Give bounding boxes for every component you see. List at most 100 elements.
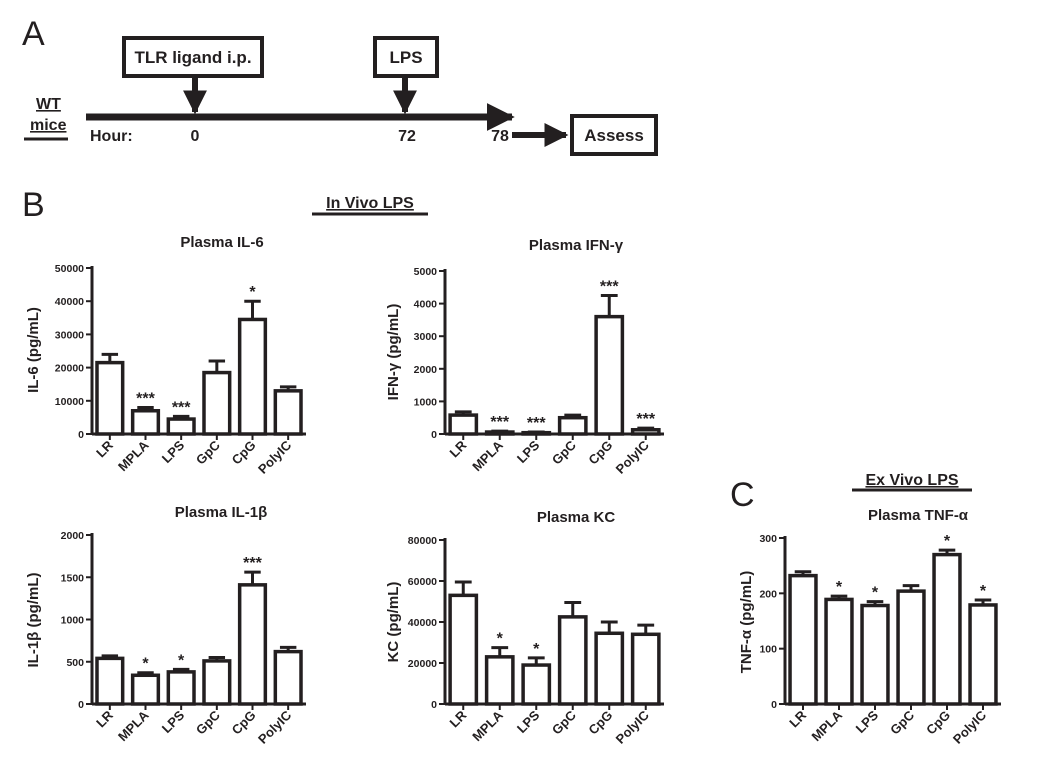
bar	[788, 573, 818, 706]
y-tick-label: 80000	[408, 535, 437, 547]
category-label: GpC	[549, 437, 579, 467]
bar	[166, 670, 196, 706]
y-axis-label: IL-1β (pg/mL)	[25, 573, 42, 668]
significance-label: *	[980, 583, 987, 600]
y-axis-label: TNF-α (pg/mL)	[738, 571, 755, 674]
bar	[448, 593, 479, 706]
mice-label-mice: mice	[30, 117, 67, 134]
bar	[448, 413, 479, 436]
y-axis-label: IFN-γ (pg/mL)	[385, 304, 402, 401]
chart-il1b: Plasma IL-1β IL-1β (pg/mL) 0 500 1000 1500 200…	[25, 504, 306, 747]
y-tick-label: 40000	[55, 296, 84, 308]
category-label: CpG	[229, 438, 259, 468]
bar	[484, 430, 515, 436]
category-label: LPS	[853, 707, 882, 736]
bar	[95, 360, 125, 436]
bar	[968, 603, 998, 706]
category-label: LPS	[514, 437, 543, 466]
tlr-ligand-box	[122, 36, 264, 78]
chart-kc: Plasma KC KC (pg/mL) 0 20000 40000 60000 80000…	[385, 509, 664, 747]
bar	[860, 603, 890, 706]
category-label: MPLA	[115, 707, 152, 744]
bar	[557, 415, 588, 436]
ex-vivo-title: Ex Vivo LPS	[865, 472, 958, 489]
bar	[521, 663, 552, 706]
bar	[484, 655, 515, 706]
significance-label: *	[533, 641, 540, 658]
y-tick-label: 0	[431, 699, 437, 711]
category-label: MPLA	[115, 437, 152, 474]
category-label: CpG	[923, 708, 953, 738]
hour-tick-78: 78	[491, 128, 509, 145]
category-label: LPS	[159, 707, 188, 736]
significance-label: *	[142, 656, 149, 673]
category-label: LR	[786, 707, 809, 730]
category-label: LR	[447, 437, 470, 460]
y-tick-label: 30000	[55, 329, 84, 341]
hour-tick-72: 72	[398, 128, 416, 145]
significance-label: ***	[600, 278, 619, 295]
bar	[273, 389, 303, 436]
category-label: PolyIC	[613, 437, 653, 477]
significance-label: *	[497, 631, 504, 648]
y-tick-label: 20000	[55, 363, 84, 375]
significance-label: ***	[243, 555, 262, 572]
bar	[166, 417, 196, 436]
significance-label: *	[249, 284, 256, 301]
category-label: MPLA	[469, 707, 506, 744]
y-tick-label: 300	[759, 533, 777, 545]
y-tick-label: 1000	[414, 396, 438, 408]
assess-box-label: Assess	[584, 126, 644, 145]
chart-title: Plasma TNF-α	[868, 507, 969, 524]
bar	[594, 314, 625, 436]
y-tick-label: 20000	[408, 658, 437, 670]
bar	[521, 430, 552, 436]
y-tick-label: 10000	[55, 396, 84, 408]
panel-a-letter: A	[22, 15, 45, 53]
bar	[557, 615, 588, 706]
bar	[630, 428, 661, 436]
y-tick-label: 100	[759, 644, 777, 656]
category-label: CpG	[229, 708, 259, 738]
y-tick-label: 500	[66, 657, 84, 669]
bar	[95, 656, 125, 706]
y-tick-label: 200	[759, 588, 777, 600]
y-tick-label: 0	[78, 429, 84, 441]
y-tick-label: 0	[771, 699, 777, 711]
bar	[824, 597, 854, 706]
category-label: LR	[93, 707, 116, 730]
lps-box	[373, 36, 439, 78]
category-label: CpG	[585, 438, 615, 468]
category-label: MPLA	[808, 707, 845, 744]
chart-title: Plasma IL-6	[180, 234, 263, 251]
y-tick-label: 2000	[414, 364, 438, 376]
chart-ifng: Plasma IFN-γ IFN-γ (pg/mL) 0 1000 2000 3000 40…	[385, 237, 664, 477]
y-tick-label: 2000	[61, 530, 85, 542]
hour-label: Hour:	[90, 128, 133, 145]
category-label: GpC	[193, 707, 223, 737]
bar	[237, 317, 268, 436]
bar	[932, 552, 962, 706]
category-label: GpC	[887, 707, 917, 737]
y-tick-label: 0	[78, 699, 84, 711]
bar	[594, 631, 625, 706]
panel-a: A TLR ligand i.p. LPS Assess WT mice Hou…	[22, 15, 658, 156]
y-tick-label: 1000	[61, 615, 85, 627]
significance-label: ***	[172, 399, 191, 416]
y-tick-label: 50000	[55, 263, 84, 275]
category-label: GpC	[193, 437, 223, 467]
lps-box-label: LPS	[389, 48, 422, 67]
y-tick-label: 60000	[408, 576, 437, 588]
significance-label: *	[178, 652, 185, 669]
y-tick-label: 4000	[414, 299, 438, 311]
y-axis-label: KC (pg/mL)	[385, 582, 402, 663]
y-tick-label: 3000	[414, 331, 438, 343]
significance-label: *	[872, 585, 879, 602]
y-tick-label: 5000	[414, 266, 438, 278]
assess-box	[570, 114, 658, 156]
y-tick-label: 40000	[408, 617, 437, 629]
category-label: LR	[93, 437, 116, 460]
bar	[630, 632, 661, 706]
bar	[202, 659, 232, 706]
